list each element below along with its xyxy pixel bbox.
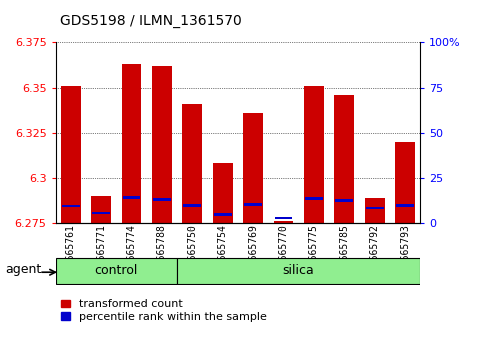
Bar	[56, 258, 177, 284]
Bar	[62, 205, 80, 207]
Bar	[153, 198, 171, 201]
Bar	[92, 212, 110, 215]
Bar	[305, 197, 323, 200]
Bar	[366, 207, 384, 209]
Bar	[273, 221, 293, 223]
Bar	[61, 86, 81, 223]
Bar	[177, 258, 420, 284]
Bar	[274, 217, 292, 219]
Bar	[184, 204, 201, 207]
Text: control: control	[95, 264, 138, 277]
Bar	[213, 164, 232, 223]
Bar	[122, 64, 142, 223]
Bar	[304, 86, 324, 223]
Bar	[335, 199, 353, 202]
Text: silica: silica	[283, 264, 314, 277]
Bar	[395, 142, 415, 223]
Bar	[244, 204, 262, 206]
Bar	[123, 196, 141, 199]
Bar	[183, 104, 202, 223]
Bar	[152, 66, 172, 223]
Text: agent: agent	[5, 263, 42, 276]
Bar	[334, 95, 354, 223]
Bar	[91, 196, 111, 223]
Bar	[243, 113, 263, 223]
Bar	[396, 204, 414, 207]
Legend: transformed count, percentile rank within the sample: transformed count, percentile rank withi…	[61, 299, 267, 321]
Text: GDS5198 / ILMN_1361570: GDS5198 / ILMN_1361570	[60, 14, 242, 28]
Bar	[214, 213, 231, 216]
Bar	[365, 198, 384, 223]
